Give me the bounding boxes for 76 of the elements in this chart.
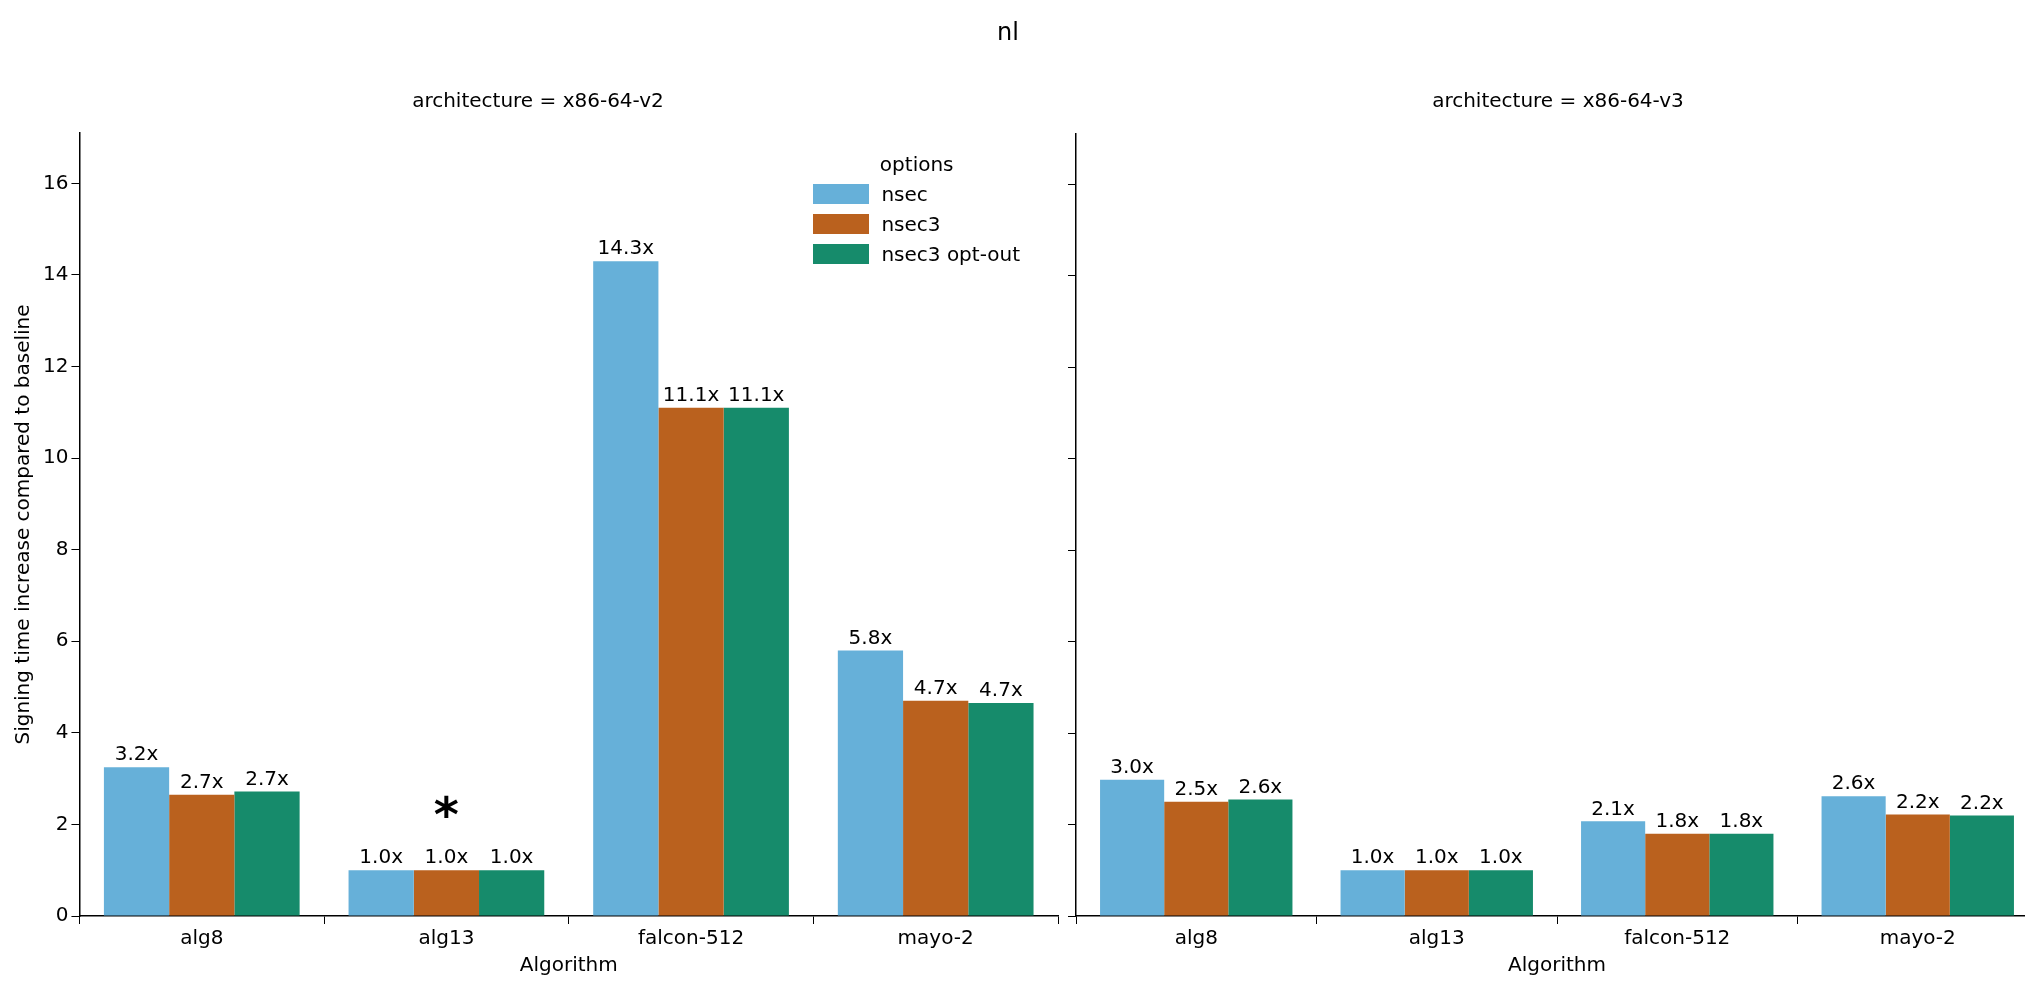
y-tick-label: 16: [43, 169, 69, 194]
annotation: *: [433, 785, 459, 842]
x-tick-label: alg13: [1408, 925, 1465, 950]
bar: [837, 650, 904, 916]
chart-title: nl: [996, 17, 1020, 48]
x-tick-label: alg8: [1174, 925, 1218, 950]
y-axis-title: Signing time increase compared to baseline: [10, 304, 35, 745]
y-tick-label: 8: [55, 535, 69, 560]
bar: [723, 407, 789, 916]
bar: [479, 870, 545, 916]
data-label: 2.2x: [1960, 789, 2004, 814]
x-tick-label: falcon-512: [1624, 925, 1731, 950]
bar: [1645, 833, 1710, 916]
data-label: 4.7x: [979, 677, 1023, 702]
data-label: 2.6x: [1238, 773, 1283, 798]
data-label: 1.0x: [1350, 844, 1395, 869]
bar: [234, 791, 300, 916]
data-label: 1.0x: [489, 844, 534, 869]
data-label: 1.0x: [359, 844, 404, 869]
bar: [968, 703, 1034, 916]
legend-label: nsec3: [881, 212, 941, 236]
data-label: 2.7x: [179, 768, 224, 793]
bar: [413, 870, 480, 916]
legend-label: nsec3 opt-out: [881, 242, 1020, 266]
data-label: 3.2x: [114, 741, 159, 766]
y-tick-label: 0: [55, 902, 69, 927]
bar: [1404, 870, 1469, 916]
bar: [1949, 815, 2014, 916]
bar: [1228, 799, 1293, 916]
data-label: 1.8x: [1655, 807, 1700, 832]
bar: [1468, 870, 1533, 916]
bar: [1709, 833, 1774, 916]
bar: [348, 870, 414, 916]
legend-title: options: [878, 152, 955, 176]
y-tick-label: 14: [43, 261, 69, 286]
y-tick-label: 2: [55, 810, 69, 835]
data-label: 5.8x: [848, 624, 893, 649]
data-label: 2.6x: [1831, 770, 1876, 795]
x-tick-label: alg13: [418, 925, 475, 950]
data-label: 2.7x: [245, 765, 289, 790]
y-tick-label: 10: [43, 444, 69, 469]
data-label: 2.2x: [1895, 788, 1940, 813]
bar: [1581, 821, 1646, 916]
chart-subtitle: architecture = x86-64-v3: [1432, 88, 1684, 114]
legend-label: nsec: [881, 182, 928, 206]
bar: [1164, 801, 1229, 916]
data-label: 1.0x: [1479, 844, 1523, 869]
bar: [1340, 870, 1405, 916]
data-label: 11.1x: [662, 381, 720, 406]
bar: [658, 407, 724, 916]
data-label: 3.0x: [1110, 753, 1155, 778]
data-label: 2.1x: [1591, 795, 1636, 820]
y-tick-label: 4: [55, 719, 69, 744]
data-label: 1.0x: [1414, 844, 1459, 869]
data-label: 2.5x: [1174, 775, 1219, 800]
bar: [1100, 779, 1165, 916]
y-tick-label: 6: [55, 627, 69, 652]
data-label: 14.3x: [597, 235, 655, 260]
data-label: 11.1x: [728, 381, 785, 406]
bar: [593, 261, 659, 916]
bar: [103, 767, 170, 916]
bar: [169, 794, 235, 916]
bar: [1821, 796, 1886, 916]
y-tick-label: 12: [43, 352, 69, 377]
x-tick-label: falcon-512: [637, 925, 745, 950]
chart-subtitle: architecture = x86-64-v2: [412, 88, 664, 114]
data-label: 1.0x: [424, 844, 469, 869]
x-tick-label: alg8: [180, 925, 224, 950]
bar: [1885, 814, 1950, 916]
data-label: 4.7x: [913, 674, 958, 699]
x-axis-title: Algorithm: [519, 952, 618, 977]
x-axis-title: Algorithm: [1508, 952, 1606, 977]
x-tick-label: mayo-2: [1879, 925, 1956, 950]
data-label: 1.8x: [1719, 807, 1764, 832]
bar: [903, 700, 969, 916]
x-tick-label: mayo-2: [897, 925, 974, 950]
